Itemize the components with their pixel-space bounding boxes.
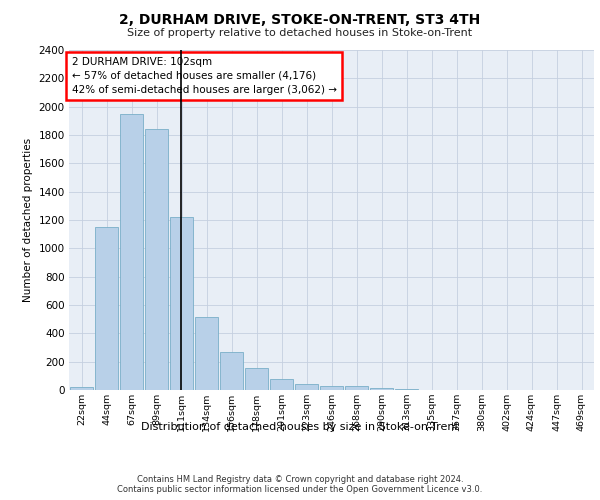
Bar bbox=[195, 317, 218, 390]
Bar bbox=[370, 388, 393, 390]
Bar bbox=[245, 368, 268, 390]
Text: Distribution of detached houses by size in Stoke-on-Trent: Distribution of detached houses by size … bbox=[141, 422, 459, 432]
Text: Size of property relative to detached houses in Stoke-on-Trent: Size of property relative to detached ho… bbox=[127, 28, 473, 38]
Text: 2, DURHAM DRIVE, STOKE-ON-TRENT, ST3 4TH: 2, DURHAM DRIVE, STOKE-ON-TRENT, ST3 4TH bbox=[119, 12, 481, 26]
Y-axis label: Number of detached properties: Number of detached properties bbox=[23, 138, 33, 302]
Bar bbox=[95, 227, 118, 390]
Bar bbox=[270, 380, 293, 390]
Bar bbox=[345, 386, 368, 390]
Bar bbox=[70, 387, 93, 390]
Text: 2 DURHAM DRIVE: 102sqm
← 57% of detached houses are smaller (4,176)
42% of semi-: 2 DURHAM DRIVE: 102sqm ← 57% of detached… bbox=[71, 57, 337, 95]
Bar bbox=[320, 386, 343, 390]
Bar bbox=[120, 114, 143, 390]
Text: Contains HM Land Registry data © Crown copyright and database right 2024.
Contai: Contains HM Land Registry data © Crown c… bbox=[118, 474, 482, 494]
Bar bbox=[145, 130, 168, 390]
Bar bbox=[295, 384, 318, 390]
Bar bbox=[170, 217, 193, 390]
Bar bbox=[220, 352, 243, 390]
